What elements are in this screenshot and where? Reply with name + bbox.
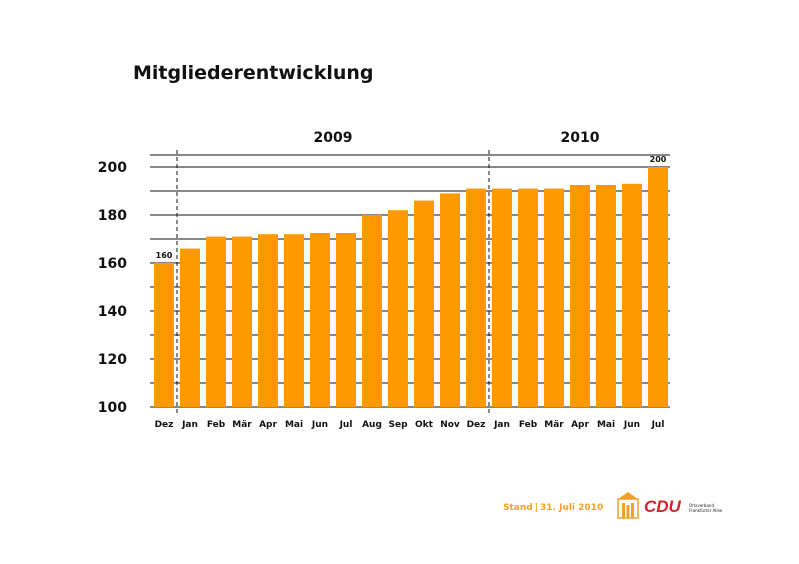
bar — [440, 193, 460, 407]
year-label: 2010 — [561, 130, 600, 146]
bar — [544, 188, 564, 407]
x-tick-label: Dez — [155, 420, 174, 430]
x-tick-label: Jul — [339, 420, 353, 430]
bar — [622, 183, 642, 407]
logo-subtitle-line1: Ortsverband — [689, 503, 714, 508]
bar — [180, 248, 200, 407]
x-tick-label: Mär — [232, 420, 252, 430]
x-tick-label: Mär — [544, 420, 564, 430]
stand-label: Stand — [503, 503, 533, 513]
bar — [206, 236, 226, 407]
bar — [570, 185, 590, 407]
bars — [154, 167, 668, 407]
y-tick-label: 140 — [98, 304, 127, 320]
y-tick-label: 120 — [98, 352, 127, 368]
bar — [362, 215, 382, 407]
bar — [466, 188, 486, 407]
data-label: 160 — [156, 251, 173, 260]
y-tick-labels: 100 120 140 160 180 200 — [98, 160, 127, 416]
x-tick-labels: Dez Jan Feb Mär Apr Mai Jun Jul Aug Sep Okt Nov Dez J… — [155, 420, 665, 430]
x-tick-label: Apr — [259, 420, 277, 430]
bar — [232, 236, 252, 407]
x-tick-label: Jun — [311, 420, 328, 430]
footer-stand: Stand | 31. Juli 2010 — [503, 503, 603, 513]
x-tick-label: Feb — [519, 420, 538, 430]
logo-subtitle-line2: Frankfurter Allee — [689, 508, 723, 513]
bar — [414, 200, 434, 407]
gridlines — [150, 154, 670, 408]
year-label: 2009 — [314, 130, 353, 146]
bar — [648, 167, 668, 407]
bar — [596, 185, 616, 407]
bar — [310, 233, 330, 407]
bar — [336, 233, 356, 407]
bar — [258, 234, 278, 407]
y-tick-label: 200 — [98, 160, 127, 176]
x-tick-label: Sep — [388, 420, 408, 430]
cdu-logo: CDU Ortsverband Frankfurter Allee — [617, 491, 727, 521]
chart-title: Mitgliederentwicklung — [133, 62, 374, 84]
year-labels: 2009 2010 — [314, 130, 600, 146]
bar — [518, 188, 538, 407]
year-dividers — [176, 150, 490, 413]
bar — [154, 263, 174, 407]
bar — [492, 188, 512, 407]
bar — [388, 210, 408, 407]
x-tick-label: Okt — [415, 420, 434, 430]
x-tick-label: Jan — [181, 420, 198, 430]
x-tick-label: Nov — [440, 420, 460, 430]
x-tick-label: Mai — [285, 420, 303, 430]
stand-date: 31. Juli 2010 — [540, 503, 604, 513]
x-tick-label: Jun — [623, 420, 640, 430]
data-label: 200 — [650, 155, 667, 164]
x-tick-label: Aug — [362, 420, 382, 430]
x-tick-label: Jul — [651, 420, 665, 430]
y-tick-label: 180 — [98, 208, 127, 224]
data-labels: 160 200 — [156, 155, 667, 260]
y-tick-label: 160 — [98, 256, 127, 272]
x-tick-label: Dez — [467, 420, 486, 430]
x-tick-label: Jan — [493, 420, 510, 430]
brandenburg-gate-icon — [617, 492, 639, 519]
x-tick-label: Apr — [571, 420, 589, 430]
logo-subtitle: Ortsverband Frankfurter Allee — [689, 503, 739, 513]
x-tick-label: Mai — [597, 420, 615, 430]
x-tick-label: Feb — [207, 420, 226, 430]
cdu-wordmark: CDU — [644, 497, 681, 516]
y-tick-label: 100 — [98, 400, 127, 416]
footer-separator: | — [534, 503, 539, 513]
bar — [284, 234, 304, 407]
